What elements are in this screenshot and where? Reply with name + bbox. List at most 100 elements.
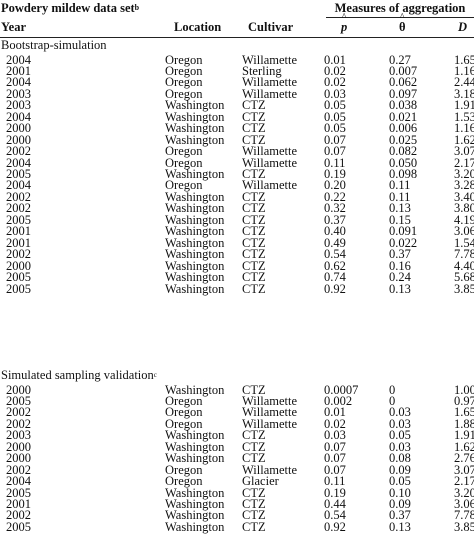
- cell-location: Oregon: [165, 405, 203, 419]
- cell-p: 0.02: [324, 417, 346, 431]
- cell-location: Washington: [165, 98, 225, 112]
- cell-year: 2004: [6, 156, 31, 170]
- cell-theta: 0.16: [389, 259, 411, 273]
- cell-theta: 0.050: [389, 156, 418, 170]
- cell-p: 0.07: [324, 451, 346, 465]
- table-row: 2000 Washington CTZ 0.0007 0 1.00: [0, 383, 474, 398]
- cell-theta: 0.022: [389, 236, 418, 250]
- cell-location: Oregon: [165, 178, 203, 192]
- cell-p: 0.05: [324, 110, 346, 124]
- cell-theta: 0: [389, 394, 396, 408]
- cell-theta: 0.038: [389, 98, 418, 112]
- cell-theta: 0.006: [389, 121, 418, 135]
- table-row: 2002 Oregon Willamette 0.07 0.082 3.07: [0, 144, 474, 159]
- cell-d: 1.65: [454, 405, 474, 419]
- cell-d: 4.40: [454, 259, 474, 273]
- cell-cultivar: Glacier: [242, 474, 279, 488]
- cell-theta: 0.05: [389, 428, 411, 442]
- col-d-header: D: [458, 20, 468, 34]
- cell-cultivar: CTZ: [242, 98, 266, 112]
- cell-location: Washington: [165, 497, 225, 511]
- cell-year: 2000: [6, 383, 31, 397]
- cell-cultivar: CTZ: [242, 451, 266, 465]
- cell-theta: 0.09: [389, 497, 411, 511]
- section-title-text: Bootstrap-simulation: [1, 38, 107, 52]
- cell-year: 2003: [6, 428, 31, 442]
- cell-cultivar: CTZ: [242, 133, 266, 147]
- cell-location: Washington: [165, 486, 225, 500]
- cell-d: 7.78: [454, 508, 474, 522]
- cell-p: 0.05: [324, 98, 346, 112]
- cell-p: 0.01: [324, 405, 346, 419]
- cell-location: Oregon: [165, 75, 203, 89]
- cell-d: 3.20: [454, 167, 474, 181]
- cell-location: Washington: [165, 451, 225, 465]
- table-row: 2002 Oregon Willamette 0.01 0.03 1.65: [0, 405, 474, 420]
- cell-cultivar: CTZ: [242, 497, 266, 511]
- table-row: 2002 Washington CTZ 0.54 0.37 7.78: [0, 508, 474, 523]
- col-location-header: Location: [174, 20, 222, 34]
- cell-d: 2.76: [454, 451, 474, 465]
- cell-cultivar: CTZ: [242, 236, 266, 250]
- cell-d: 3.85: [454, 282, 474, 296]
- cell-year: 2004: [6, 474, 31, 488]
- table-row: 2005 Oregon Willamette 0.002 0 0.97: [0, 394, 474, 409]
- cell-p: 0.37: [324, 213, 346, 227]
- cell-theta: 0.098: [389, 167, 418, 181]
- cell-d: 1.62: [454, 440, 474, 454]
- cell-year: 2004: [6, 178, 31, 192]
- cell-p: 0.32: [324, 201, 346, 215]
- table-row: 2005 Washington CTZ 0.37 0.15 4.19: [0, 213, 474, 228]
- cell-location: Oregon: [165, 144, 203, 158]
- cell-location: Washington: [165, 190, 225, 204]
- cell-p: 0.07: [324, 133, 346, 147]
- cell-p: 0.05: [324, 121, 346, 135]
- cell-year: 2002: [6, 463, 31, 477]
- cell-d: 1.00: [454, 383, 474, 397]
- section-title: Bootstrap-simulation: [1, 38, 107, 53]
- cell-d: 1.16: [454, 121, 474, 135]
- table-row: 2004 Washington CTZ 0.05 0.021 1.53: [0, 110, 474, 125]
- cell-d: 2.17: [454, 474, 474, 488]
- table-row: 2003 Oregon Willamette 0.03 0.097 3.18: [0, 87, 474, 102]
- cell-d: 1.88: [454, 417, 474, 431]
- table-row: 2004 Oregon Willamette 0.02 0.062 2.44: [0, 75, 474, 90]
- cell-d: 3.18: [454, 87, 474, 101]
- table-row: 2005 Washington CTZ 0.74 0.24 5.68: [0, 270, 474, 285]
- cell-location: Oregon: [165, 394, 203, 408]
- cell-theta: 0.03: [389, 405, 411, 419]
- p-hat-symbol: p: [341, 9, 348, 36]
- theta-hat-symbol: θ: [399, 9, 406, 36]
- cell-cultivar: Willamette: [242, 156, 298, 170]
- cell-theta: 0.03: [389, 440, 411, 454]
- cell-location: Oregon: [165, 64, 203, 78]
- cell-d: 3.07: [454, 144, 474, 158]
- cell-location: Washington: [165, 520, 225, 534]
- cell-location: Oregon: [165, 417, 203, 431]
- cell-cultivar: CTZ: [242, 508, 266, 522]
- cell-d: 1.54: [454, 236, 474, 250]
- cell-d: 3.06: [454, 224, 474, 238]
- cell-location: Oregon: [165, 156, 203, 170]
- section-title: Simulated sampling validationc: [1, 368, 157, 383]
- cell-d: 4.19: [454, 213, 474, 227]
- table-row: 2005 Washington CTZ 0.92 0.13 3.85: [0, 520, 474, 535]
- cell-theta: 0.15: [389, 213, 411, 227]
- cell-theta: 0.025: [389, 133, 418, 147]
- cell-p: 0.03: [324, 87, 346, 101]
- cell-year: 2002: [6, 247, 31, 261]
- cell-d: 3.85: [454, 520, 474, 534]
- cell-year: 2002: [6, 508, 31, 522]
- header-rule: [0, 37, 474, 38]
- cell-year: 2003: [6, 98, 31, 112]
- cell-location: Oregon: [165, 474, 203, 488]
- cell-p: 0.11: [324, 474, 346, 488]
- table-row: 2005 Washington CTZ 0.19 0.10 3.20: [0, 486, 474, 501]
- table-row: 2005 Washington CTZ 0.92 0.13 3.85: [0, 282, 474, 297]
- cell-year: 2000: [6, 451, 31, 465]
- cell-cultivar: CTZ: [242, 270, 266, 284]
- cell-location: Washington: [165, 213, 225, 227]
- table-row: 2001 Oregon Sterling 0.02 0.007 1.16: [0, 64, 474, 79]
- cell-theta: 0.37: [389, 247, 411, 261]
